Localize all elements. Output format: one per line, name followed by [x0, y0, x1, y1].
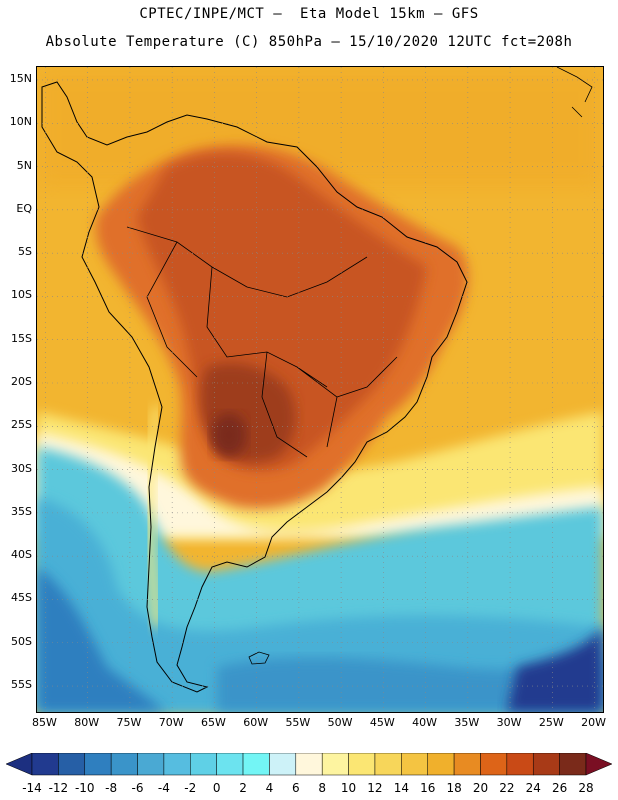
colorbar-tick-label: 8 [318, 781, 327, 795]
latitude-tick-label: 20S [11, 375, 32, 388]
colorbar-swatch [321, 753, 349, 776]
colorbar-tick-label: 10 [340, 781, 357, 795]
longitude-tick-label: 70W [158, 716, 184, 729]
longitude-tick-label: 50W [327, 716, 353, 729]
latitude-tick-label: 40S [11, 548, 32, 562]
colorbar-tick-label: 14 [393, 781, 409, 795]
colorbar-tick-label: 4 [265, 781, 274, 795]
colorbar-tick-label: -4 [157, 781, 170, 795]
colorbar-swatch [401, 753, 428, 776]
colorbar-tick-label: -8 [105, 781, 118, 795]
colorbar-swatch [216, 753, 244, 776]
temperature-colorbar [6, 753, 612, 776]
latitude-tick-label: 35S [11, 504, 32, 518]
colorbar-tick-label: 28 [578, 781, 594, 795]
latitude-tick-label: 30S [11, 461, 32, 475]
latitude-tick-label: 25S [11, 418, 32, 432]
colorbar-tick-label: 2 [239, 781, 247, 795]
temperature-field [37, 67, 603, 712]
longitude-tick-label: 85W [32, 716, 57, 729]
longitude-tick-label: 80W [74, 716, 100, 729]
longitude-tick-label: 35W [454, 716, 480, 729]
latitude-tick-label: 10S [11, 288, 32, 302]
map-subtitle: Absolute Temperature (C) 850hPa – 15/10/… [45, 34, 573, 50]
colorbar-swatch [295, 753, 323, 776]
colorbar-tick-label: 12 [367, 781, 383, 795]
colorbar-high-arrow [585, 753, 612, 776]
falkland-islands [248, 651, 270, 665]
longitude-tick-label: 60W [243, 716, 269, 729]
colorbar-swatch [453, 753, 481, 776]
hottest-core [211, 413, 247, 457]
colorbar-tick-label: 26 [551, 781, 568, 795]
country-borders [126, 226, 398, 458]
colorbar-swatch [190, 753, 217, 776]
map-title: CPTEC/INPE/MCT – Eta Model 15km – GFS [139, 6, 479, 22]
latitude-tick-label: 5S [18, 245, 32, 259]
latitude-tick-label: 15N [9, 71, 32, 85]
latitude-tick-label: 5N [16, 158, 32, 172]
longitude-tick-label: 20W [581, 716, 606, 729]
colorbar-tick-label: 6 [291, 781, 300, 795]
colorbar-tick-label: -2 [184, 781, 197, 795]
colorbar-swatch [269, 753, 297, 776]
colorbar-tick-label: 22 [499, 781, 515, 795]
longitude-tick-label: 65W [200, 716, 226, 729]
temperature-map [36, 66, 604, 713]
colorbar-swatch [84, 753, 112, 776]
colorbar-swatch [506, 753, 534, 776]
latitude-tick-label: 10N [9, 115, 32, 129]
colorbar-swatch [532, 753, 560, 776]
colorbar-swatch [374, 753, 402, 776]
colorbar-swatch [163, 753, 191, 776]
longitude-tick-label: 40W [412, 716, 438, 729]
pale-band [37, 432, 603, 537]
coldest-corner [507, 627, 603, 712]
colorbar-swatch [559, 753, 587, 776]
latitude-tick-label: EQ [16, 201, 32, 215]
andes-cool-strip [144, 406, 161, 628]
colorbar-swatch [242, 753, 270, 776]
latitude-tick-label: 50S [11, 634, 32, 648]
longitude-tick-label: 30W [496, 716, 522, 729]
caribbean-islands [556, 67, 593, 118]
longitude-tick-label: 25W [538, 716, 564, 729]
colorbar-swatch [348, 753, 376, 776]
colorbar-tick-label: 0 [212, 781, 221, 795]
colorbar-swatch [480, 753, 508, 776]
latitude-tick-label: 15S [11, 331, 32, 345]
colorbar-swatch [31, 753, 59, 776]
longitude-tick-label: 45W [369, 716, 395, 729]
colorbar-swatch [58, 753, 86, 776]
colorbar-tick-label: -14 [22, 781, 42, 795]
colorbar-tick-label: 18 [446, 781, 462, 795]
latitude-tick-label: 55S [11, 678, 32, 692]
deep-cold-west [37, 567, 167, 712]
colorbar-tick-label: -10 [74, 781, 95, 795]
continent-coastline [41, 81, 468, 693]
longitude-tick-label: 55W [285, 716, 311, 729]
colorbar-tick-label: 20 [472, 781, 489, 795]
colorbar-low-arrow [6, 753, 33, 776]
colorbar-tick-label: -12 [48, 781, 69, 795]
latitude-tick-label: 45S [11, 591, 32, 605]
deep-cold-south [217, 657, 603, 712]
colorbar-tick-label: 16 [420, 781, 436, 795]
longitude-tick-label: 75W [116, 716, 142, 729]
colorbar-swatch [110, 753, 138, 776]
colorbar-swatch [427, 753, 455, 776]
colorbar-tick-label: 24 [525, 781, 541, 795]
colorbar-tick-label: -6 [131, 781, 144, 795]
colorbar-swatch [137, 753, 165, 776]
